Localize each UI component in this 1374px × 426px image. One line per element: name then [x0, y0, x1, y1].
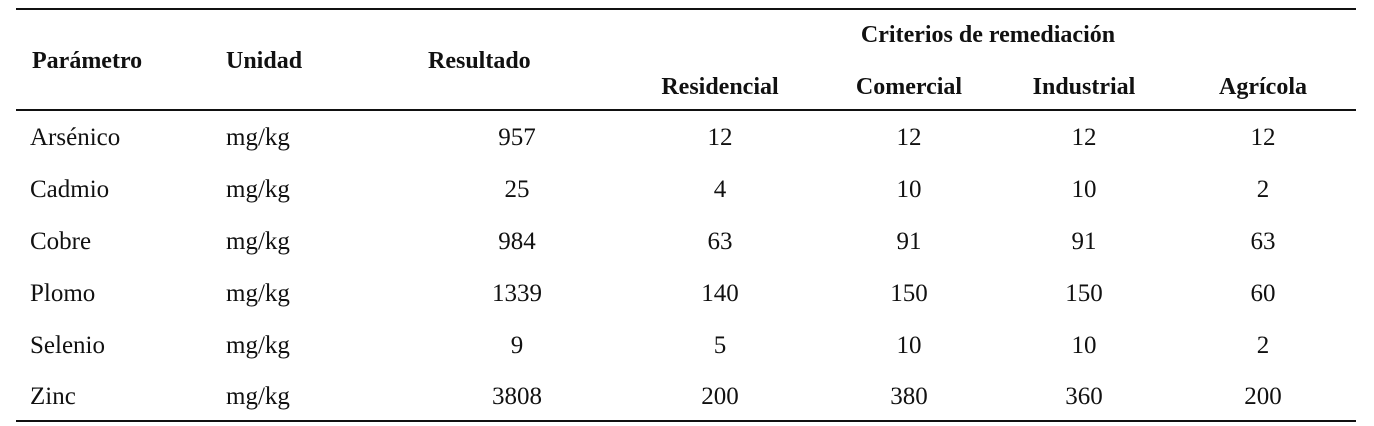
table-cell-resultado: 984	[498, 228, 536, 255]
table-cell-parametro: Zinc	[30, 383, 76, 410]
table-cell-agricola: 2	[1256, 332, 1270, 359]
header-unidad: Unidad	[226, 48, 303, 74]
header-parametro: Parámetro	[32, 48, 143, 74]
table-cell-industrial: 150	[1065, 280, 1103, 307]
remediation-criteria-table: Parámetro Unidad Resultado Criterios de …	[16, 8, 1356, 422]
table-top-rule	[16, 8, 1356, 10]
table-cell-unidad: mg/kg	[226, 228, 290, 255]
table-cell-industrial: 12	[1071, 124, 1097, 151]
table-cell-resultado: 3808	[492, 383, 542, 410]
table-cell-comercial: 12	[896, 124, 922, 151]
table-cell-residencial: 140	[701, 280, 739, 307]
table-cell-unidad: mg/kg	[226, 383, 290, 410]
table-cell-parametro: Arsénico	[30, 124, 121, 151]
table-cell-industrial: 360	[1065, 383, 1103, 410]
table-cell-resultado: 9	[510, 332, 524, 359]
table-cell-industrial: 10	[1071, 332, 1097, 359]
table-cell-resultado: 25	[504, 176, 530, 203]
table-cell-comercial: 10	[896, 332, 922, 359]
header-criterios-group: Criterios de remediación	[860, 22, 1116, 48]
table-cell-agricola: 60	[1250, 280, 1276, 307]
table-cell-resultado: 957	[498, 124, 536, 151]
table-cell-agricola: 12	[1250, 124, 1276, 151]
table-cell-unidad: mg/kg	[226, 124, 290, 151]
table-cell-residencial: 200	[701, 383, 739, 410]
table-cell-unidad: mg/kg	[226, 176, 290, 203]
table-cell-parametro: Cobre	[30, 228, 92, 255]
table-cell-residencial: 5	[713, 332, 727, 359]
table-cell-unidad: mg/kg	[226, 332, 290, 359]
table-cell-agricola: 2	[1256, 176, 1270, 203]
header-resultado: Resultado	[428, 48, 531, 74]
table-cell-comercial: 150	[890, 280, 928, 307]
header-industrial: Industrial	[1032, 74, 1136, 100]
header-residencial: Residencial	[661, 74, 779, 100]
table-cell-parametro: Cadmio	[30, 176, 110, 203]
header-comercial: Comercial	[855, 74, 963, 100]
table-header-rule	[16, 109, 1356, 111]
table-cell-comercial: 10	[896, 176, 922, 203]
table-cell-parametro: Plomo	[30, 280, 96, 307]
table-cell-parametro: Selenio	[30, 332, 105, 359]
table-cell-residencial: 4	[713, 176, 727, 203]
header-agricola: Agrícola	[1219, 74, 1307, 100]
table-cell-agricola: 63	[1250, 228, 1276, 255]
table-cell-residencial: 63	[707, 228, 733, 255]
table-cell-agricola: 200	[1244, 383, 1282, 410]
table-cell-comercial: 91	[896, 228, 922, 255]
table-cell-resultado: 1339	[492, 280, 542, 307]
table-cell-industrial: 91	[1071, 228, 1097, 255]
table-bottom-rule	[16, 420, 1356, 422]
table-cell-industrial: 10	[1071, 176, 1097, 203]
table-cell-unidad: mg/kg	[226, 280, 290, 307]
table-cell-residencial: 12	[707, 124, 733, 151]
table-cell-comercial: 380	[890, 383, 928, 410]
